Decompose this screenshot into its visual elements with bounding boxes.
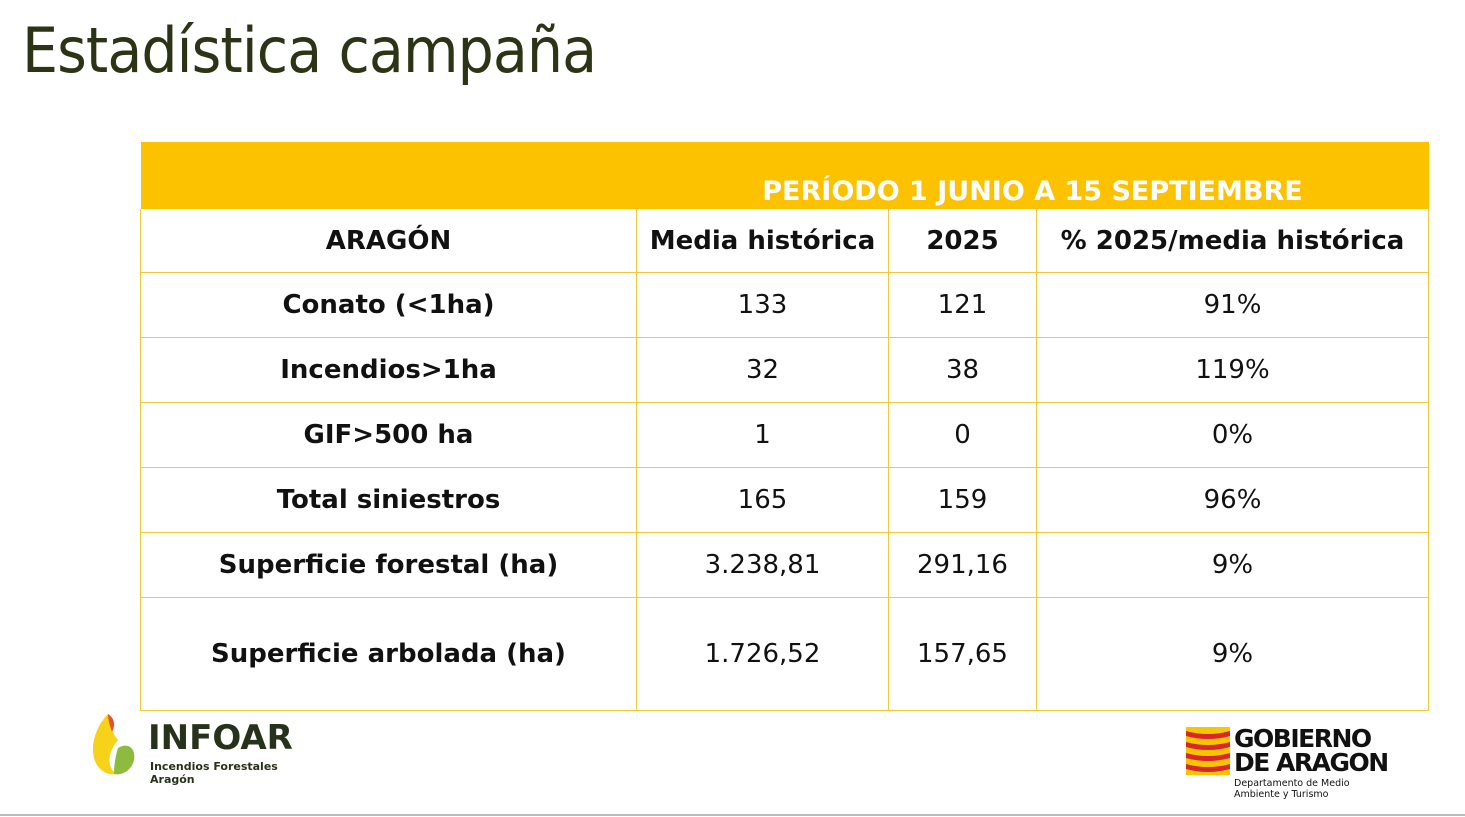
table-row: GIF>500 ha 1 0 0% <box>140 402 1430 468</box>
gobierno-line1: GOBIERNO <box>1234 724 1372 753</box>
table-cell: 9% <box>1035 597 1430 711</box>
table-cell: 133 <box>636 272 889 338</box>
table-row: Conato (<1ha) 133 121 91% <box>140 272 1430 338</box>
table-row: Superficie arbolada (ha) 1.726,52 157,65 9% <box>140 597 1430 711</box>
table-row: Superficie forestal (ha) 3.238,81 291,16 9% <box>140 532 1430 598</box>
infoar-logo: INFOAR Incendios Forestales Aragón <box>88 712 308 786</box>
gobierno-aragon-logo: GOBIERNO DE ARAGON Departamento de Medio… <box>1186 724 1406 804</box>
row-label: GIF>500 ha <box>140 402 637 468</box>
table-cell: 96% <box>1035 467 1430 533</box>
aragon-flag-icon <box>1186 727 1230 775</box>
period-header-row: PERÍODO 1 JUNIO A 15 SEPTIEMBRE <box>140 142 1429 209</box>
table-cell: 1 <box>636 402 889 468</box>
row-label: Total siniestros <box>140 467 637 533</box>
row-label: Conato (<1ha) <box>140 272 637 338</box>
table-cell: 38 <box>888 337 1037 403</box>
table-cell: 291,16 <box>888 532 1037 598</box>
gobierno-line2: DE ARAGON <box>1234 748 1389 777</box>
gobierno-department: Departamento de Medio Ambiente y Turismo <box>1234 778 1350 800</box>
infoar-name: INFOAR <box>148 718 293 758</box>
table-row: Incendios>1ha 32 38 119% <box>140 337 1430 403</box>
column-header: Media histórica <box>636 209 889 273</box>
table-cell: 0% <box>1035 402 1430 468</box>
table-cell: 119% <box>1035 337 1430 403</box>
table-cell: 9% <box>1035 532 1430 598</box>
table-cell: 1.726,52 <box>636 597 889 711</box>
table-cell: 91% <box>1035 272 1430 338</box>
infoar-subtitle: Incendios Forestales Aragón <box>150 760 278 786</box>
table-cell: 159 <box>888 467 1037 533</box>
row-label: Superficie arbolada (ha) <box>140 597 637 711</box>
column-header: ARAGÓN <box>140 209 637 273</box>
column-header-row: ARAGÓN Media histórica 2025 % 2025/media… <box>140 209 1430 273</box>
flame-leaf-icon <box>92 714 135 775</box>
column-header: 2025 <box>888 209 1037 273</box>
table-cell: 157,65 <box>888 597 1037 711</box>
statistics-table: PERÍODO 1 JUNIO A 15 SEPTIEMBRE ARAGÓN M… <box>140 142 1430 711</box>
column-header: % 2025/media histórica <box>1035 209 1430 273</box>
table-cell: 121 <box>888 272 1037 338</box>
footer-divider <box>0 814 1465 816</box>
table-row: Total siniestros 165 159 96% <box>140 467 1430 533</box>
row-label: Superficie forestal (ha) <box>140 532 637 598</box>
row-label: Incendios>1ha <box>140 337 637 403</box>
period-label: PERÍODO 1 JUNIO A 15 SEPTIEMBRE <box>636 142 1429 209</box>
table-cell: 3.238,81 <box>636 532 889 598</box>
table-cell: 0 <box>888 402 1037 468</box>
page-title: Estadística campaña <box>22 14 597 87</box>
table-cell: 165 <box>636 467 889 533</box>
table-cell: 32 <box>636 337 889 403</box>
